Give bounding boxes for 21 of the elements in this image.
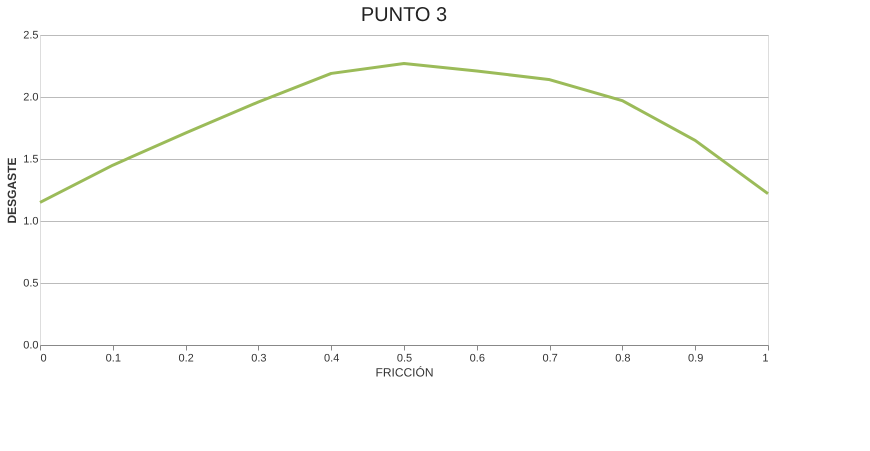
x-tick-label: 0.3: [251, 352, 267, 364]
x-tick-label: 0.4: [324, 352, 340, 364]
y-tick-label: 0.0: [23, 340, 38, 352]
x-tick-label: 0: [40, 352, 47, 364]
chart-title: PUNTO 3: [360, 4, 448, 26]
x-tick-label: 0.6: [470, 352, 485, 364]
x-tick-label: 0.1: [106, 352, 121, 364]
x-axis-title: FRICCIÓN: [376, 366, 434, 380]
x-tick-label: 1: [762, 352, 768, 364]
y-tick-label: 1.0: [23, 216, 38, 228]
x-tick-label: 0.8: [615, 352, 631, 364]
x-tick-label: 0.2: [178, 352, 194, 364]
x-tick-label: 0.7: [542, 352, 558, 364]
y-tick-label: 1.5: [23, 154, 38, 166]
y-tick-label: 2.0: [23, 92, 38, 104]
line-series: [38, 62, 770, 204]
x-tick-label: 0.5: [396, 352, 412, 364]
y-tick-label: 2.5: [23, 30, 38, 42]
y-axis-title: DESGASTE: [5, 157, 20, 224]
x-tick-label: 0.9: [688, 352, 704, 364]
y-tick-label: 0.5: [23, 278, 38, 290]
